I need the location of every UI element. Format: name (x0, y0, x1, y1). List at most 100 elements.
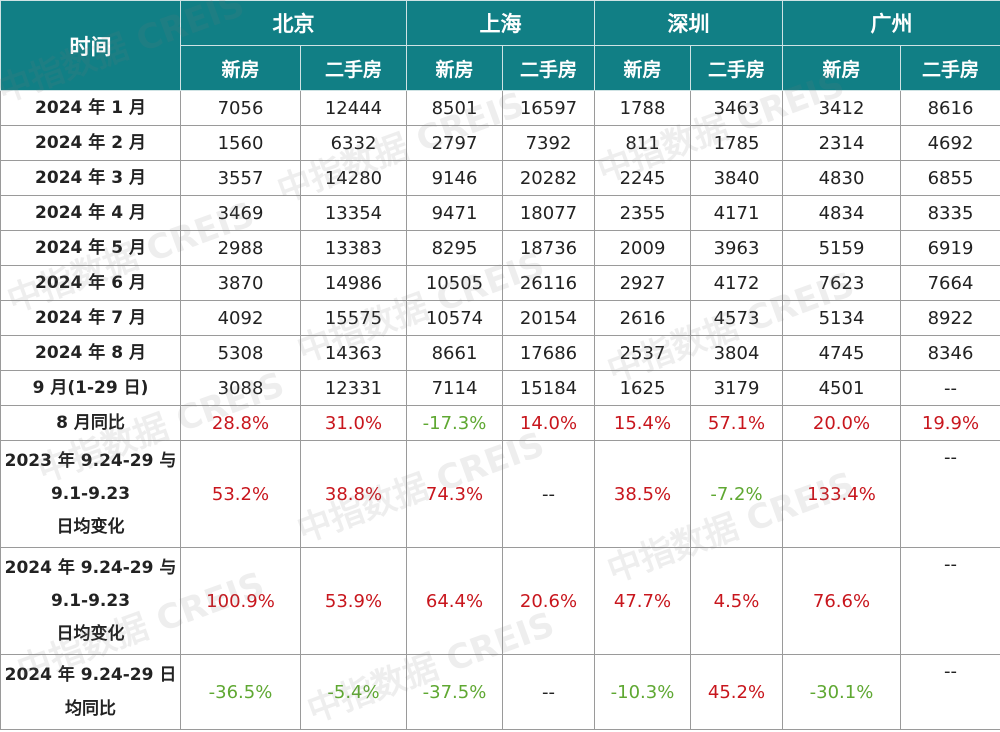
table-cell: 4171 (691, 196, 783, 231)
table-cell: 3179 (691, 371, 783, 406)
row-label: 2024 年 9.24-29 日 均同比 (1, 655, 181, 730)
table-cell: 38.8% (301, 441, 407, 548)
table-cell: 3804 (691, 336, 783, 371)
table-cell: -- (901, 548, 1000, 655)
row-label: 2023 年 9.24-29 与 9.1-9.23 日均变化 (1, 441, 181, 548)
table-cell: -5.4% (301, 655, 407, 730)
table-cell: 28.8% (181, 406, 301, 441)
table-cell: 18077 (503, 196, 595, 231)
time-header: 时间 (1, 1, 181, 91)
table-cell: 2927 (595, 266, 691, 301)
table-cell: 8346 (901, 336, 1000, 371)
table-cell: 20.0% (783, 406, 901, 441)
table-cell: 10574 (407, 301, 503, 336)
city-header-beijing: 北京 (181, 1, 407, 46)
table-cell: 2245 (595, 161, 691, 196)
table-cell: 100.9% (181, 548, 301, 655)
table-cell: 4.5% (691, 548, 783, 655)
table-cell: -36.5% (181, 655, 301, 730)
daily-yoy-row: 2024 年 9.24-29 日 均同比 -36.5% -5.4% -37.5%… (1, 655, 1000, 730)
table-cell: 6919 (901, 231, 1000, 266)
table-cell: 7664 (901, 266, 1000, 301)
row-label-line: 9.1-9.23 (1, 478, 180, 511)
row-label-line: 9.1-9.23 (1, 585, 180, 618)
row-label: 2024 年 3 月 (1, 161, 181, 196)
table-cell: 4172 (691, 266, 783, 301)
city-header-shanghai: 上海 (407, 1, 595, 46)
table-cell: 5308 (181, 336, 301, 371)
table-cell: 15.4% (595, 406, 691, 441)
table-cell: 3463 (691, 91, 783, 126)
table-cell: 8335 (901, 196, 1000, 231)
row-label: 2024 年 6 月 (1, 266, 181, 301)
table-cell: 47.7% (595, 548, 691, 655)
table-cell: 3557 (181, 161, 301, 196)
change-2024-row: 2024 年 9.24-29 与 9.1-9.23 日均变化 100.9% 53… (1, 548, 1000, 655)
table-cell: 2537 (595, 336, 691, 371)
table-cell: 4692 (901, 126, 1000, 161)
table-cell: -- (901, 441, 1000, 548)
table-cell: 14363 (301, 336, 407, 371)
table-cell: 6332 (301, 126, 407, 161)
row-label-line: 日均变化 (1, 511, 180, 544)
table-cell: -10.3% (595, 655, 691, 730)
subheader-new: 新房 (783, 46, 901, 91)
subheader-new: 新房 (595, 46, 691, 91)
row-label: 2024 年 2 月 (1, 126, 181, 161)
row-label-line: 日均变化 (1, 618, 180, 651)
table-cell: 53.9% (301, 548, 407, 655)
table-cell: 1788 (595, 91, 691, 126)
table-cell: 20.6% (503, 548, 595, 655)
table-cell: -- (503, 655, 595, 730)
table-cell: 5134 (783, 301, 901, 336)
table-cell: 13354 (301, 196, 407, 231)
row-label: 8 月同比 (1, 406, 181, 441)
table-cell: 4834 (783, 196, 901, 231)
table-cell: 1785 (691, 126, 783, 161)
table-cell: 3469 (181, 196, 301, 231)
table-cell: 2797 (407, 126, 503, 161)
table-cell: 2355 (595, 196, 691, 231)
table-cell: 14986 (301, 266, 407, 301)
table-cell: 76.6% (783, 548, 901, 655)
table-cell: 2314 (783, 126, 901, 161)
table-cell: 7114 (407, 371, 503, 406)
subheader-new: 新房 (407, 46, 503, 91)
row-label: 9 月(1-29 日) (1, 371, 181, 406)
row-label-line: 2024 年 9.24-29 与 (1, 552, 180, 585)
table-cell: 19.9% (901, 406, 1000, 441)
city-header-guangzhou: 广州 (783, 1, 1000, 46)
row-label: 2024 年 9.24-29 与 9.1-9.23 日均变化 (1, 548, 181, 655)
table-cell: 12444 (301, 91, 407, 126)
table-cell: 1625 (595, 371, 691, 406)
table-cell: 3840 (691, 161, 783, 196)
table-cell: 20282 (503, 161, 595, 196)
table-cell: 64.4% (407, 548, 503, 655)
row-label-line: 均同比 (1, 692, 180, 726)
table-cell: 2616 (595, 301, 691, 336)
table-cell: 3963 (691, 231, 783, 266)
row-label-line: 2023 年 9.24-29 与 (1, 445, 180, 478)
table-cell: -- (901, 371, 1000, 406)
table-cell: 9146 (407, 161, 503, 196)
table-cell: 16597 (503, 91, 595, 126)
city-header-shenzhen: 深圳 (595, 1, 783, 46)
table-cell: 9471 (407, 196, 503, 231)
table-cell: 8501 (407, 91, 503, 126)
table-cell: 18736 (503, 231, 595, 266)
table-cell: 15184 (503, 371, 595, 406)
table-cell: -37.5% (407, 655, 503, 730)
table-cell: 3870 (181, 266, 301, 301)
table-cell: 14.0% (503, 406, 595, 441)
table-cell: 8922 (901, 301, 1000, 336)
subheader-resale: 二手房 (901, 46, 1000, 91)
table-cell: -17.3% (407, 406, 503, 441)
